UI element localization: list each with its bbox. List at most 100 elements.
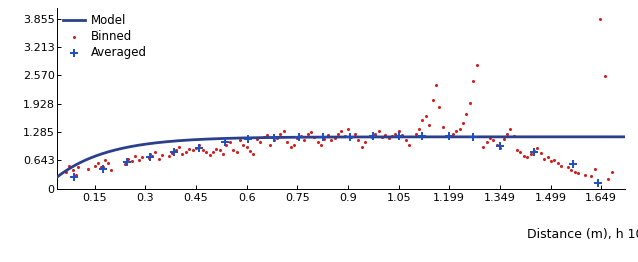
Binned	[404, 143, 414, 148]
Binned	[350, 132, 360, 136]
Binned	[346, 134, 357, 139]
Binned	[313, 140, 323, 144]
Binned	[198, 148, 208, 152]
Binned	[495, 146, 505, 150]
Binned	[147, 154, 157, 159]
Binned	[326, 138, 336, 142]
Binned	[96, 165, 107, 170]
Binned	[563, 165, 573, 170]
Binned	[61, 170, 71, 174]
Binned	[123, 157, 133, 161]
Binned	[505, 127, 516, 131]
Binned	[377, 134, 387, 139]
Averaged	[219, 140, 230, 144]
Binned	[526, 152, 536, 156]
Binned	[539, 157, 549, 161]
Averaged	[529, 150, 539, 154]
Binned	[522, 155, 532, 159]
Binned	[414, 127, 424, 131]
Binned	[556, 163, 566, 168]
Binned	[512, 148, 522, 152]
Averaged	[98, 167, 108, 171]
Binned	[238, 143, 248, 147]
Binned	[323, 133, 333, 137]
Binned	[107, 168, 117, 172]
Averaged	[294, 135, 304, 140]
Binned	[295, 134, 306, 138]
Binned	[380, 133, 390, 137]
Binned	[353, 138, 363, 142]
Binned	[387, 134, 397, 138]
Legend: Model, Binned, Averaged: Model, Binned, Averaged	[61, 12, 149, 61]
Binned	[235, 138, 245, 142]
Averaged	[494, 144, 505, 148]
Binned	[516, 150, 526, 155]
Binned	[133, 158, 144, 162]
Model	[76, 161, 84, 164]
Model	[40, 187, 48, 190]
Binned	[492, 143, 502, 147]
Binned	[130, 154, 140, 158]
Model	[393, 135, 401, 138]
Averaged	[394, 134, 404, 138]
Binned	[228, 148, 238, 152]
Binned	[411, 132, 421, 136]
Binned	[549, 158, 560, 162]
Binned	[164, 154, 174, 159]
Averaged	[593, 181, 603, 185]
Binned	[508, 134, 519, 138]
Binned	[320, 137, 330, 141]
Binned	[595, 17, 605, 21]
Averaged	[468, 135, 478, 139]
Averaged	[318, 135, 328, 139]
Binned	[434, 105, 445, 109]
Binned	[383, 136, 394, 140]
Averaged	[417, 134, 427, 138]
Binned	[194, 143, 204, 148]
Binned	[600, 74, 610, 78]
Binned	[255, 140, 265, 144]
Binned	[579, 172, 590, 177]
Binned	[454, 127, 464, 131]
Binned	[292, 136, 302, 140]
Binned	[151, 150, 161, 155]
Binned	[427, 98, 438, 102]
Binned	[590, 167, 600, 171]
Binned	[478, 145, 489, 149]
Binned	[464, 101, 475, 105]
Binned	[431, 83, 441, 87]
Binned	[306, 130, 316, 134]
Binned	[316, 143, 326, 148]
Binned	[98, 165, 108, 169]
Binned	[502, 132, 512, 136]
Binned	[553, 161, 563, 165]
Binned	[401, 138, 411, 142]
Line: Model: Model	[44, 137, 625, 188]
Binned	[225, 140, 235, 144]
Binned	[566, 168, 576, 172]
Binned	[357, 145, 367, 149]
Binned	[157, 153, 167, 157]
Binned	[282, 140, 292, 144]
Binned	[604, 177, 614, 181]
Binned	[145, 152, 156, 156]
Binned	[71, 172, 81, 177]
Binned	[137, 155, 147, 159]
Binned	[269, 138, 279, 142]
Binned	[248, 152, 258, 156]
Binned	[498, 137, 508, 141]
Binned	[188, 148, 198, 152]
Binned	[309, 134, 320, 139]
Binned	[373, 129, 383, 133]
Binned	[488, 138, 498, 142]
Binned	[276, 132, 286, 136]
Averaged	[169, 150, 179, 155]
Binned	[211, 147, 221, 151]
Averaged	[145, 155, 156, 159]
Model	[378, 135, 385, 139]
Model	[621, 135, 629, 138]
Binned	[390, 132, 401, 136]
Binned	[536, 151, 546, 155]
Averaged	[243, 137, 253, 141]
Averaged	[194, 146, 204, 150]
